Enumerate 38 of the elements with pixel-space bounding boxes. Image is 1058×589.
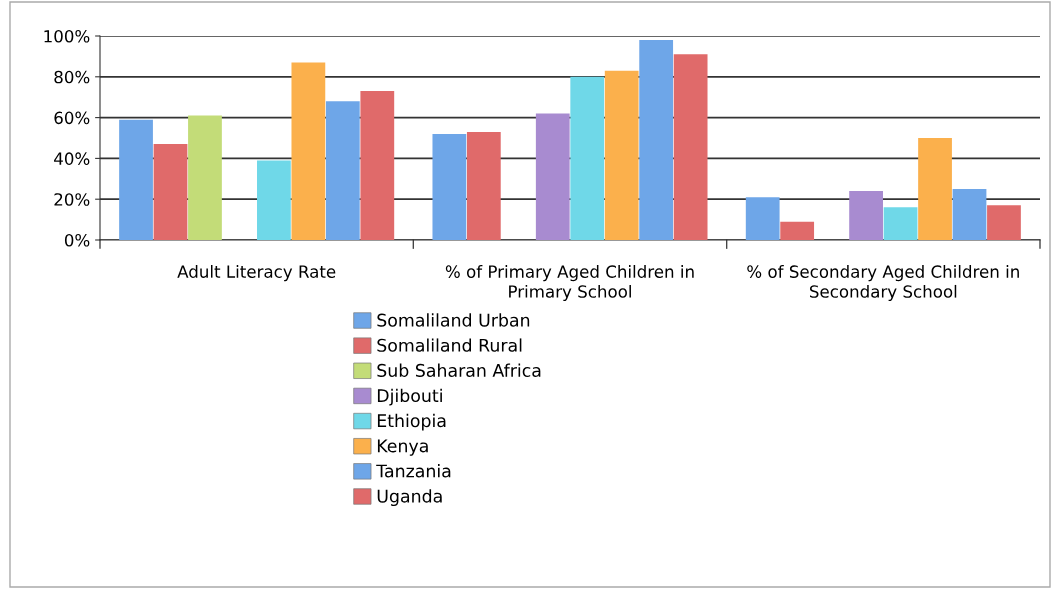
bar — [745, 197, 780, 240]
legend-label: Somaliland Rural — [377, 338, 522, 352]
legend-label: Uganda — [377, 489, 442, 507]
bar — [119, 119, 153, 240]
legend-label: Tanzania — [376, 464, 451, 478]
legend-label: Somaliland Urban — [377, 313, 530, 327]
y-tick-label: 80% — [54, 70, 90, 84]
legend-label: Ethiopia — [377, 413, 446, 431]
y-tick-label: 60% — [54, 111, 90, 125]
bar — [360, 91, 395, 240]
x-tick-label: Adult Literacy Rate — [177, 265, 336, 282]
bar — [987, 205, 1021, 240]
bar — [639, 40, 674, 240]
bar — [570, 76, 605, 240]
bar — [153, 144, 188, 240]
y-tick-label: 100% — [44, 29, 90, 43]
y-tick-label: 40% — [54, 152, 90, 165]
legend-label: Kenya — [377, 439, 428, 456]
bar — [535, 113, 570, 240]
bar — [188, 115, 222, 240]
bar — [257, 160, 291, 240]
x-tick-label: % of Primary Aged Children in Primary School — [445, 265, 694, 302]
x-tick-label: % of Secondary Aged Children in Secondary School — [747, 265, 1019, 302]
bar — [918, 138, 952, 240]
bar — [780, 221, 815, 240]
bar — [432, 133, 467, 240]
bar — [291, 62, 326, 240]
legend-label: Sub Saharan Africa — [377, 363, 541, 377]
bar — [604, 70, 639, 240]
y-tick-label: 20% — [54, 193, 90, 206]
bar — [673, 54, 708, 240]
legend-label: Djibouti — [377, 388, 442, 406]
y-tick-label: 0% — [64, 233, 90, 247]
bar — [325, 101, 360, 240]
bar — [849, 191, 883, 240]
bar — [466, 131, 501, 240]
bar — [883, 207, 918, 240]
bar — [952, 189, 987, 240]
